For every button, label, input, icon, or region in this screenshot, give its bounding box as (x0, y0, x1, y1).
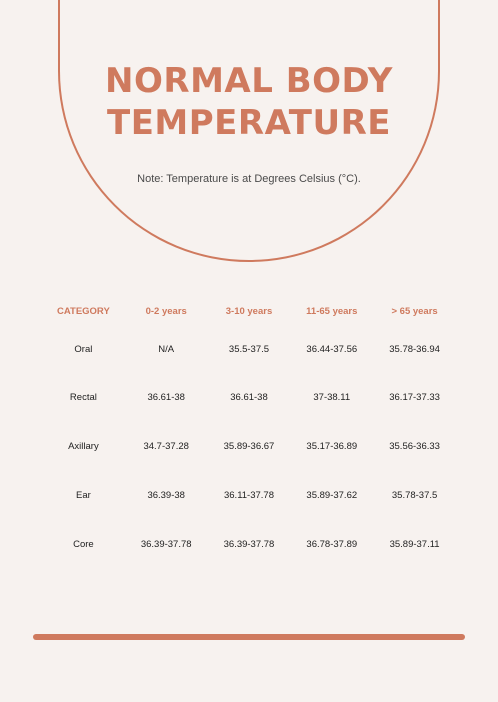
table-row: Ear 36.39-38 36.11-37.78 35.89-37.62 35.… (42, 471, 456, 520)
table-cell: 36.44-37.56 (306, 344, 358, 355)
temperature-unit-note: Note: Temperature is at Degrees Celsius … (137, 173, 361, 185)
footer-accent-bar (33, 634, 465, 640)
table-cell: 35.89-36.67 (223, 441, 275, 452)
table-cell: 35.78-36.94 (389, 344, 440, 355)
title-line-2: TEMPERATURE (107, 103, 391, 143)
table-row: Axillary 34.7-37.28 35.89-36.67 35.17-36… (42, 422, 456, 471)
row-category-cell: Rectal (69, 392, 97, 403)
table-cell: 35.56-36.33 (389, 441, 440, 452)
column-header-age-over-65: > 65 years (391, 305, 438, 317)
table-cell: 35.89-37.62 (306, 490, 358, 501)
table-cell: 35.5-37.5 (228, 344, 270, 355)
table-cell: 34.7-37.28 (143, 441, 189, 452)
table-cell: 36.61-38 (147, 392, 185, 403)
table-cell: 35.89-37.11 (389, 539, 440, 550)
temperature-table: CATEGORY 0-2 years 3-10 years 11-65 year… (42, 296, 456, 569)
row-category-cell: Oral (74, 344, 93, 355)
table-header-row: CATEGORY 0-2 years 3-10 years 11-65 year… (42, 296, 456, 326)
row-category-cell: Axillary (68, 441, 99, 452)
column-header-age-11-65: 11-65 years (306, 305, 358, 317)
table-cell: 36.78-37.89 (306, 539, 358, 550)
row-category-cell: Core (73, 539, 94, 550)
table-cell: 36.39-38 (147, 490, 185, 501)
table-cell: 36.61-38 (230, 392, 268, 403)
page-title: NORMAL BODY TEMPERATURE (58, 60, 440, 144)
row-category-cell: Ear (76, 490, 91, 501)
table-cell: 36.17-37.33 (389, 392, 440, 403)
title-line-1: NORMAL BODY (105, 61, 393, 101)
table-cell: 36.39-37.78 (140, 539, 192, 550)
table-cell: 35.78-37.5 (391, 490, 438, 501)
table-cell: 35.17-36.89 (306, 441, 358, 452)
table-cell: 37-38.11 (313, 392, 351, 403)
column-header-category: CATEGORY (57, 305, 110, 317)
table-row: Core 36.39-37.78 36.39-37.78 36.78-37.89… (42, 520, 456, 569)
table-cell: 36.11-37.78 (223, 490, 274, 501)
column-header-age-0-2: 0-2 years (145, 305, 187, 317)
column-header-age-3-10: 3-10 years (225, 305, 273, 317)
table-cell: N/A (158, 344, 175, 355)
table-row: Oral N/A 35.5-37.5 36.44-37.56 35.78-36.… (42, 326, 456, 373)
table-row: Rectal 36.61-38 36.61-38 37-38.11 36.17-… (42, 373, 456, 422)
table-cell: 36.39-37.78 (223, 539, 275, 550)
